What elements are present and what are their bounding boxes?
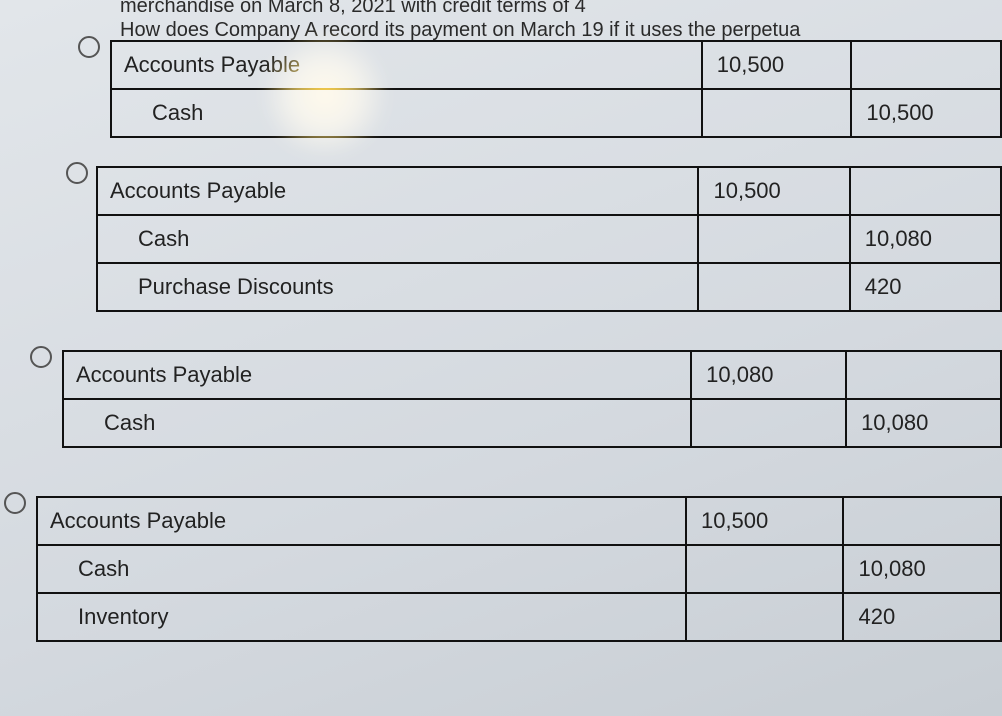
option-table-4: Accounts Payable10,500Cash10,080Inventor… — [36, 496, 1002, 642]
account-cell: Accounts Payable — [111, 41, 702, 89]
question-line-1: merchandise on March 8, 2021 with credit… — [120, 0, 586, 17]
credit-cell — [846, 351, 1001, 399]
credit-cell — [843, 497, 1001, 545]
account-cell: Cash — [37, 545, 686, 593]
account-cell: Inventory — [37, 593, 686, 641]
debit-cell: 10,500 — [686, 497, 844, 545]
account-cell: Accounts Payable — [97, 167, 698, 215]
option-table-3: Accounts Payable10,080Cash10,080 — [62, 350, 1002, 448]
table-row: Cash 10,500 — [111, 89, 1001, 137]
table-row: Accounts Payable10,500 — [97, 167, 1001, 215]
account-cell: Cash — [97, 215, 698, 263]
debit-cell — [698, 263, 849, 311]
question-text: merchandise on March 8, 2021 with credit… — [120, 0, 1002, 42]
table-row: Cash 10,080 — [97, 215, 1001, 263]
option-radio-2[interactable] — [66, 162, 88, 184]
credit-cell: 420 — [850, 263, 1001, 311]
debit-cell: 10,500 — [702, 41, 852, 89]
option-radio-1[interactable] — [78, 36, 100, 58]
debit-cell — [686, 593, 844, 641]
debit-cell — [702, 89, 852, 137]
question-line-2: How does Company A record its payment on… — [120, 19, 800, 41]
option-radio-4[interactable] — [4, 492, 26, 514]
table-row: Cash 10,080 — [63, 399, 1001, 447]
debit-cell — [698, 215, 849, 263]
credit-cell: 10,080 — [850, 215, 1001, 263]
option-radio-3[interactable] — [30, 346, 52, 368]
option-table-2: Accounts Payable10,500Cash10,080Purchase… — [96, 166, 1002, 312]
option-table-1: Accounts Payable10,500Cash10,500 — [110, 40, 1002, 138]
account-cell: Accounts Payable — [37, 497, 686, 545]
account-cell: Purchase Discounts — [97, 263, 698, 311]
credit-cell: 10,080 — [846, 399, 1001, 447]
account-cell: Cash — [63, 399, 691, 447]
debit-cell: 10,080 — [691, 351, 846, 399]
table-row: Purchase Discounts 420 — [97, 263, 1001, 311]
table-row: Accounts Payable10,080 — [63, 351, 1001, 399]
credit-cell — [850, 167, 1001, 215]
account-cell: Cash — [111, 89, 702, 137]
credit-cell: 420 — [843, 593, 1001, 641]
table-row: Accounts Payable10,500 — [37, 497, 1001, 545]
account-cell: Accounts Payable — [63, 351, 691, 399]
credit-cell: 10,500 — [851, 89, 1001, 137]
debit-cell — [691, 399, 846, 447]
table-row: Accounts Payable10,500 — [111, 41, 1001, 89]
debit-cell — [686, 545, 844, 593]
table-row: Cash 10,080 — [37, 545, 1001, 593]
credit-cell — [851, 41, 1001, 89]
debit-cell: 10,500 — [698, 167, 849, 215]
table-row: Inventory 420 — [37, 593, 1001, 641]
credit-cell: 10,080 — [843, 545, 1001, 593]
